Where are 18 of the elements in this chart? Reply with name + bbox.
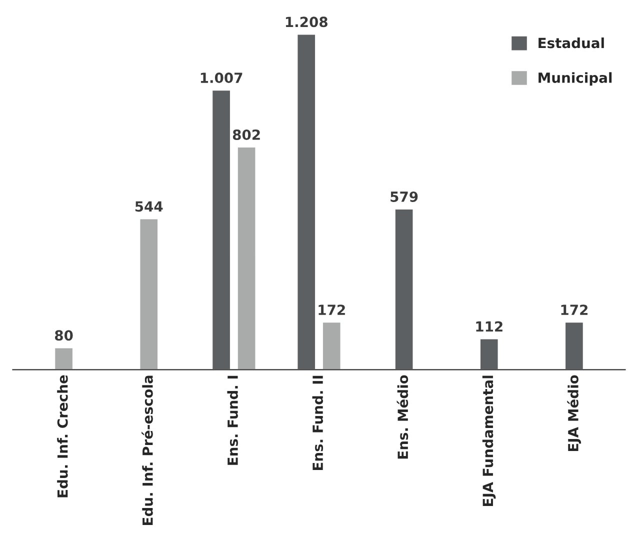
- x-tick-label: Ens. Fund. I: [227, 376, 238, 465]
- legend-label: Estadual: [538, 37, 604, 48]
- x-tick-label: Ens. Médio: [396, 375, 408, 459]
- data-label: 1.007: [200, 72, 242, 84]
- data-label: 172: [318, 304, 345, 315]
- x-tick-label: EJA Médio: [567, 375, 582, 452]
- x-tick-label: Edu. Inf. Pré-escola: [142, 376, 153, 526]
- data-label: 172: [561, 304, 588, 315]
- data-label: 80: [54, 330, 73, 341]
- data-label: 579: [390, 191, 418, 202]
- x-tick-label: EJA Fundamental: [482, 376, 496, 506]
- data-label: 112: [476, 321, 502, 332]
- data-label: 1.208: [286, 16, 328, 28]
- data-label: 544: [135, 201, 163, 212]
- x-tick-label: Ens. Fund. II: [312, 376, 324, 470]
- legend-label: Municipal: [538, 72, 612, 86]
- x-tick-label: Edu. Inf. Creche: [57, 375, 68, 498]
- data-label: 802: [232, 130, 260, 140]
